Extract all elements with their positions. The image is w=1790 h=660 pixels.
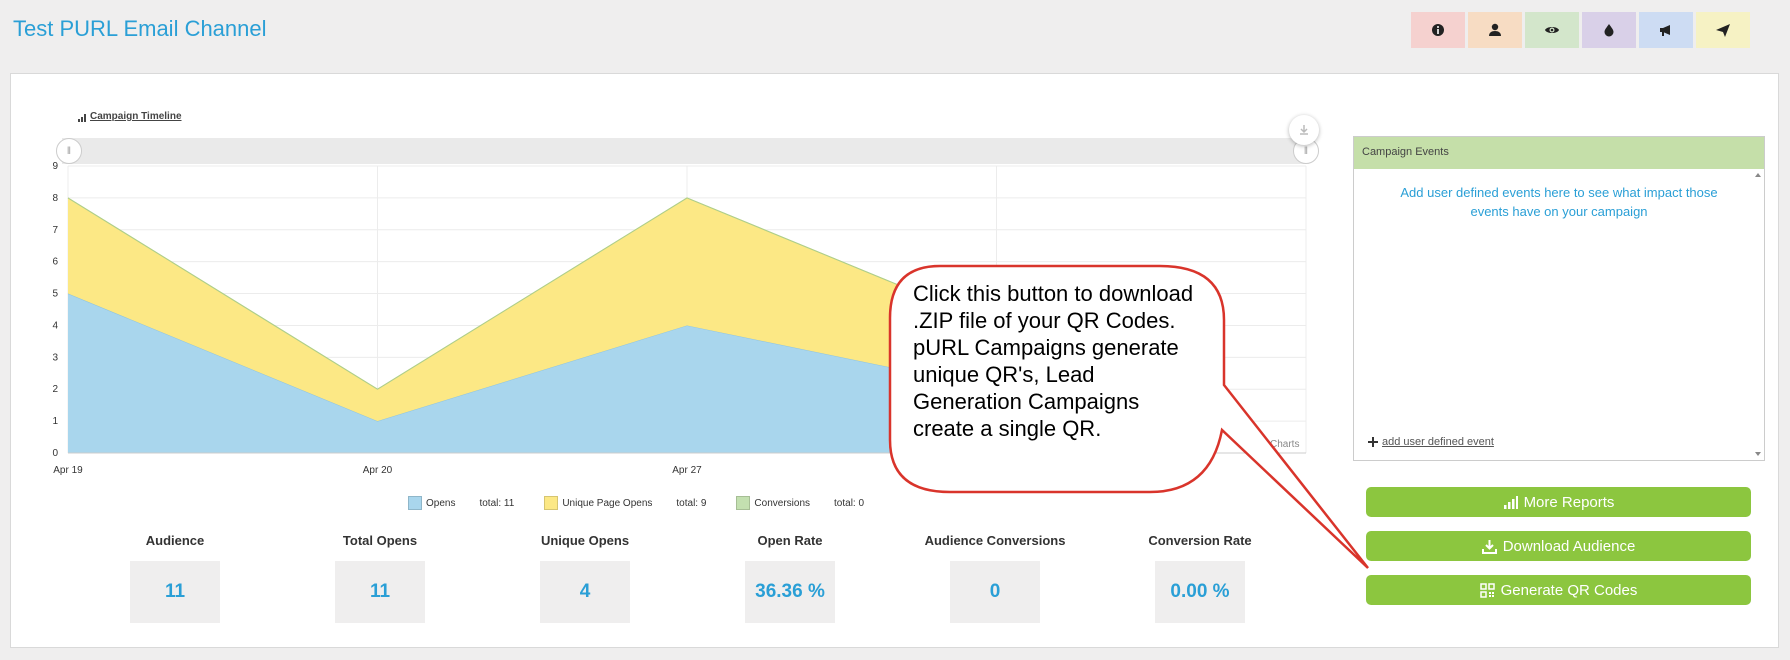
x-tick-label: Apr 27 bbox=[672, 465, 702, 476]
more-reports-label: More Reports bbox=[1523, 493, 1615, 511]
y-tick-label: 6 bbox=[52, 257, 58, 268]
signal-bars-icon bbox=[1503, 495, 1518, 509]
campaign-timeline-link[interactable]: Campaign Timeline bbox=[78, 111, 182, 122]
generate-qr-codes-label: Generate QR Codes bbox=[1500, 581, 1638, 599]
qr-code-icon bbox=[1479, 582, 1495, 598]
stat-value: 11 bbox=[130, 561, 220, 623]
stat-value: 36.36 % bbox=[745, 561, 835, 623]
legend-swatch-conversions bbox=[736, 496, 751, 510]
y-tick-label: 9 bbox=[52, 161, 58, 172]
y-tick-label: 1 bbox=[52, 416, 58, 427]
legend-swatch-unique-page-opens bbox=[544, 496, 559, 510]
tooltip-callout-text: Click this button to download .ZIP file … bbox=[913, 281, 1194, 441]
stat-label: Total Opens bbox=[342, 533, 418, 548]
legend-label-unique-page-opens: Unique Page Opens bbox=[562, 497, 653, 509]
stat-audience-conversions: Audience Conversions 0 bbox=[915, 533, 1075, 623]
generate-qr-codes-button[interactable]: Generate QR Codes bbox=[1366, 575, 1751, 605]
legend-total-opens: total: 11 bbox=[479, 497, 515, 509]
chart-legend: Opens total: 11 Unique Page Opens total:… bbox=[408, 496, 894, 510]
info-icon bbox=[1432, 24, 1444, 36]
series-area-opens bbox=[68, 293, 997, 453]
campaign-timeline-title: Campaign Timeline bbox=[90, 111, 182, 122]
user-button[interactable] bbox=[1468, 12, 1522, 48]
campaign-events-panel: Campaign Events Add user defined events … bbox=[1353, 136, 1765, 461]
top-toolbar bbox=[1411, 12, 1750, 48]
series-area-unique-page-opens bbox=[68, 197, 997, 422]
series-line-conversions bbox=[67, 197, 997, 390]
y-tick-label: 4 bbox=[52, 320, 58, 331]
stat-label: Audience Conversions bbox=[924, 533, 1066, 548]
download-audience-button[interactable]: Download Audience bbox=[1366, 531, 1751, 561]
download-icon bbox=[1481, 539, 1497, 554]
send-button[interactable] bbox=[1696, 12, 1750, 48]
stat-audience: Audience 11 bbox=[95, 533, 255, 623]
legend-label-opens: Opens bbox=[426, 497, 456, 509]
stat-value: 4 bbox=[540, 561, 630, 623]
chart-export-button[interactable] bbox=[1289, 115, 1319, 145]
y-tick-label: 8 bbox=[52, 193, 58, 204]
legend-total-unique-page-opens: total: 9 bbox=[676, 497, 707, 509]
chart-credit: Charts bbox=[1270, 439, 1299, 450]
user-icon bbox=[1489, 23, 1501, 36]
navigator-left-handle[interactable]: ‖ bbox=[56, 138, 82, 164]
info-button[interactable] bbox=[1411, 12, 1465, 48]
bullhorn-icon bbox=[1660, 25, 1670, 36]
stat-label: Audience bbox=[145, 533, 205, 548]
stat-conversion-rate: Conversion Rate 0.00 % bbox=[1120, 533, 1280, 623]
stat-open-rate: Open Rate 36.36 % bbox=[710, 533, 870, 623]
x-tick-label: Apr 19 bbox=[53, 465, 83, 476]
stat-label: Unique Opens bbox=[540, 533, 630, 548]
more-reports-button[interactable]: More Reports bbox=[1366, 487, 1751, 517]
y-tick-label: 5 bbox=[52, 289, 58, 300]
stats-row: Audience 11 Total Opens 11 Unique Opens … bbox=[95, 533, 1305, 633]
events-scrollbar[interactable] bbox=[1752, 169, 1764, 460]
download-audience-label: Download Audience bbox=[1502, 537, 1636, 555]
legend-item-unique-page-opens[interactable]: Unique Page Opens total: 9 bbox=[544, 496, 706, 510]
drop-button[interactable] bbox=[1582, 12, 1636, 48]
bar-chart-icon bbox=[78, 114, 86, 122]
campaign-events-description: Add user defined events here to see what… bbox=[1400, 185, 1718, 219]
stat-value: 11 bbox=[335, 561, 425, 623]
send-icon bbox=[1716, 24, 1730, 37]
bullhorn-button[interactable] bbox=[1639, 12, 1693, 48]
stat-label: Conversion Rate bbox=[1148, 533, 1252, 548]
eye-icon bbox=[1545, 27, 1559, 33]
stat-total-opens: Total Opens 11 bbox=[300, 533, 460, 623]
campaign-events-header: Campaign Events bbox=[1354, 137, 1764, 169]
stat-value: 0.00 % bbox=[1155, 561, 1245, 623]
y-tick-label: 0 bbox=[52, 448, 58, 459]
eye-button[interactable] bbox=[1525, 12, 1579, 48]
legend-item-conversions[interactable]: Conversions total: 0 bbox=[736, 496, 864, 510]
y-tick-label: 2 bbox=[52, 384, 58, 395]
y-tick-label: 7 bbox=[52, 225, 58, 236]
download-icon bbox=[1300, 125, 1308, 135]
stat-unique-opens: Unique Opens 4 bbox=[505, 533, 665, 623]
legend-total-conversions: total: 0 bbox=[834, 497, 865, 509]
x-tick-label: Apr 20 bbox=[363, 465, 393, 476]
legend-swatch-opens bbox=[408, 496, 422, 510]
drop-icon bbox=[1604, 24, 1614, 37]
stat-value: 0 bbox=[950, 561, 1040, 623]
page-title: Test PURL Email Channel bbox=[13, 16, 267, 41]
y-tick-label: 3 bbox=[52, 352, 58, 363]
legend-item-opens[interactable]: Opens total: 11 bbox=[408, 496, 514, 510]
legend-label-conversions: Conversions bbox=[754, 497, 811, 509]
add-user-event-label: add user defined event bbox=[1382, 436, 1494, 448]
add-user-event-link[interactable]: add user defined event bbox=[1368, 436, 1494, 448]
chart-navigator[interactable] bbox=[62, 138, 1306, 164]
stat-label: Open Rate bbox=[757, 533, 823, 548]
plus-icon bbox=[1368, 437, 1378, 447]
